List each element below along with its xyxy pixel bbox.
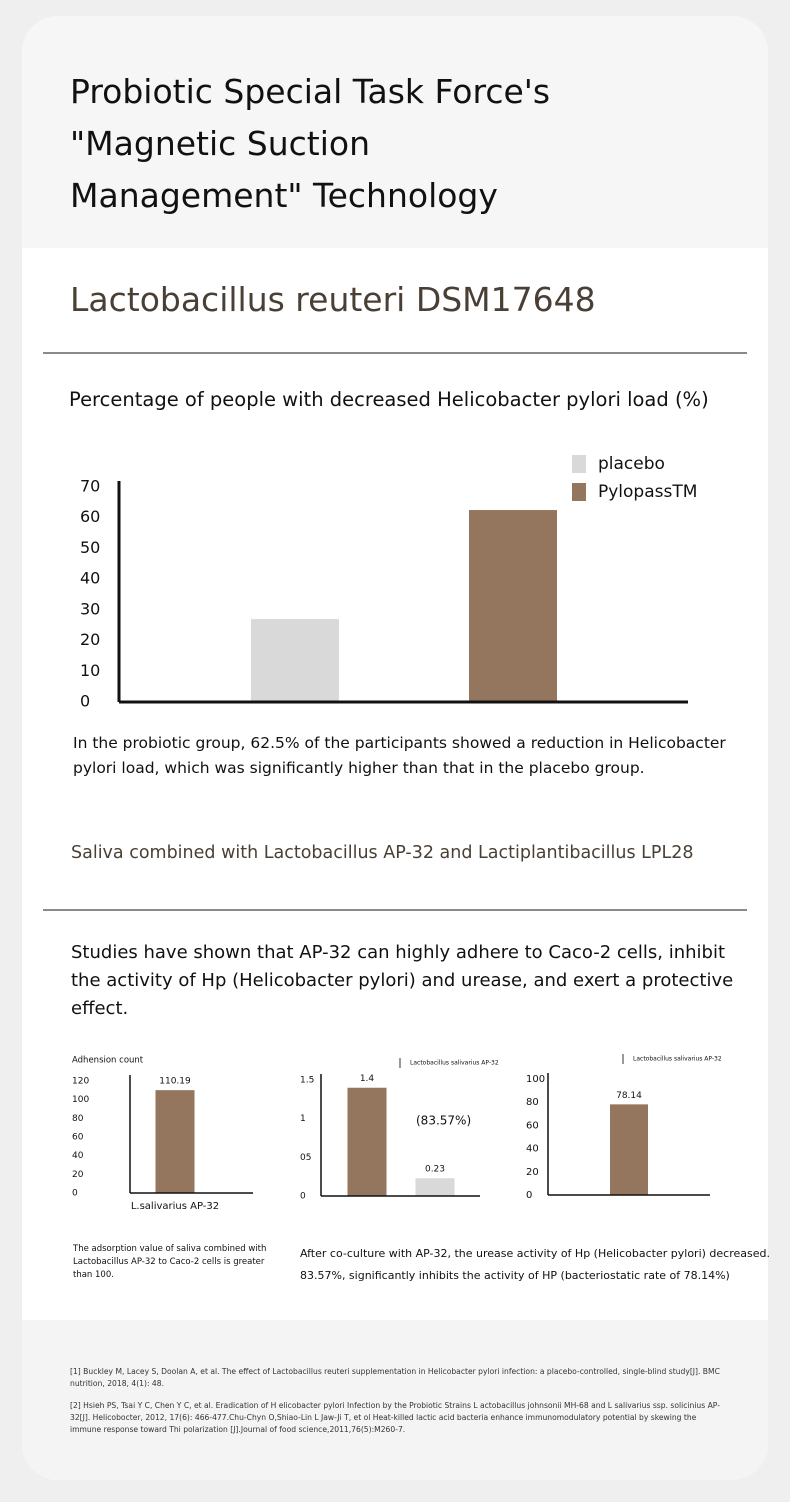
y-axis-label: Adhension count (72, 1056, 144, 1066)
legend-label: PylopassTM (598, 482, 697, 502)
annotation: (83.57%) (416, 1114, 471, 1128)
page-title: Probiotic Special Task Force's "Magnetic… (70, 72, 551, 215)
x-tick-label: L.salivarius AP-32 (131, 1201, 219, 1212)
y-tick-label: 1 (300, 1114, 306, 1124)
section-intro: Studies have shown that AP-32 can highly… (71, 942, 734, 1019)
bar (610, 1104, 648, 1195)
y-tick-label: 100 (72, 1095, 89, 1105)
y-tick-label: 60 (80, 507, 100, 526)
y-tick-label: 120 (72, 1077, 89, 1087)
y-tick-label: 20 (72, 1170, 84, 1180)
divider (43, 352, 747, 354)
y-tick-label: 100 (526, 1074, 545, 1085)
bar (415, 1178, 455, 1196)
y-tick-label: 40 (80, 569, 100, 588)
y-tick-label: 50 (80, 538, 100, 557)
y-tick-label: 20 (80, 630, 100, 649)
data-label: 78.14 (616, 1091, 642, 1101)
y-tick-label: 70 (80, 477, 100, 496)
y-tick-label: 1.5 (300, 1076, 314, 1086)
bar (347, 1087, 387, 1196)
reference: [1] Buckley M, Lacey S, Doolan A, et al.… (70, 1367, 720, 1388)
y-tick-label: 80 (72, 1114, 84, 1124)
y-tick-label: 20 (526, 1167, 539, 1178)
section-heading: Saliva combined with Lactobacillus AP-32… (71, 843, 694, 863)
legend-label: placebo (598, 454, 665, 474)
card (22, 16, 768, 1480)
bar (469, 510, 557, 702)
data-label: 110.19 (159, 1077, 191, 1087)
bar (251, 619, 339, 702)
header-band (22, 16, 768, 248)
data-label: 0.23 (425, 1165, 445, 1175)
chart-caption: After co-culture with AP-32, the urease … (300, 1243, 780, 1287)
divider (43, 909, 747, 911)
y-tick-label: 10 (80, 661, 100, 680)
y-tick-label: 80 (526, 1097, 539, 1108)
y-tick-label: 0 (526, 1190, 532, 1201)
section-heading: Lactobacillus reuteri DSM17648 (70, 280, 596, 319)
y-tick-label: 0 (300, 1192, 306, 1202)
y-tick-label: 0 (72, 1189, 78, 1199)
y-tick-label: 60 (526, 1120, 539, 1131)
references: [1] Buckley M, Lacey S, Doolan A, et al.… (70, 1366, 720, 1446)
legend-label: Lactobacillus salivarius AP-32 (410, 1060, 499, 1067)
reference: [2] Hsieh PS, Tsai Y C, Chen Y C, et al.… (70, 1401, 720, 1434)
caption-line: After co-culture with AP-32, the urease … (300, 1247, 770, 1260)
caption-line: 83.57%, significantly inhibits the activ… (300, 1269, 730, 1282)
legend-swatch (572, 455, 586, 473)
y-tick-label: 40 (526, 1144, 539, 1155)
bar (155, 1090, 195, 1193)
footer-band (22, 1320, 768, 1480)
y-tick-label: 05 (300, 1153, 311, 1163)
y-tick-label: 0 (80, 692, 90, 711)
y-tick-label: 60 (72, 1133, 84, 1143)
legend-label: Lactobacillus salivarius AP-32 (633, 1056, 722, 1063)
y-tick-label: 30 (80, 599, 100, 618)
legend-swatch (572, 483, 586, 501)
y-tick-label: 40 (72, 1151, 84, 1161)
chart-caption: The adsorption value of saliva combined … (73, 1244, 267, 1280)
chart-caption: In the probiotic group, 62.5% of the par… (73, 734, 726, 777)
chart-title: Percentage of people with decreased Heli… (69, 388, 709, 411)
data-label: 1.4 (360, 1074, 375, 1084)
